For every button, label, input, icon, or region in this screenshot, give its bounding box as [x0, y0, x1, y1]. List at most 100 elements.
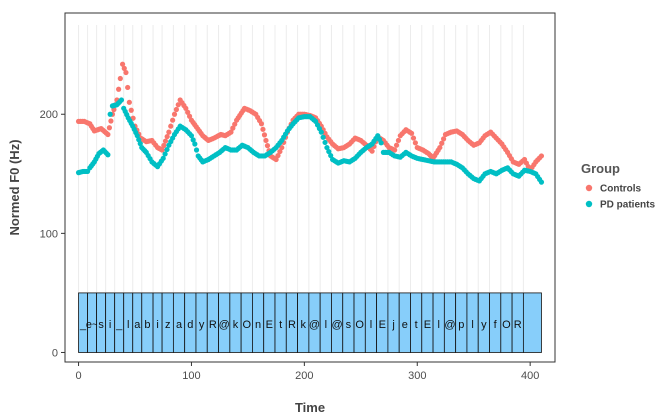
segment-label: t [415, 319, 418, 331]
segment-label: O [355, 319, 364, 331]
plot-border [64, 12, 556, 363]
pd-patients-point [318, 129, 324, 135]
y-axis-title: Normed F0 (Hz) [7, 139, 22, 235]
segment-label: @ [444, 319, 455, 331]
segment-label: l [437, 319, 439, 331]
segment-label: R [288, 319, 296, 331]
pd-patients-point [160, 155, 166, 161]
x-tick-label: 300 [408, 370, 426, 382]
controls-point [441, 136, 447, 142]
segment-label: l [325, 319, 327, 331]
segment-label: R [209, 319, 217, 331]
legend-key-controls [585, 184, 593, 192]
controls-point [439, 140, 445, 146]
pd-patients-point [134, 133, 140, 139]
controls-point [260, 126, 266, 132]
segment-label: f [494, 319, 498, 331]
pd-patients-point [326, 148, 332, 155]
pd-patients-point [328, 152, 334, 159]
segment-label: k [300, 319, 306, 331]
controls-point [273, 156, 279, 163]
segment-label: l [370, 319, 372, 331]
segment-label: O [242, 319, 251, 331]
segment-label: n [255, 319, 261, 331]
segment-label: b [144, 319, 150, 331]
segment-label: z [165, 319, 171, 331]
controls-point [161, 142, 167, 149]
pd-patients-point [136, 137, 142, 143]
controls-point [121, 65, 127, 71]
pd-patients-point [320, 134, 326, 140]
pd-patients-point [322, 139, 328, 146]
pd-patients-point [162, 151, 168, 157]
pd-patients-point [190, 137, 196, 143]
pd-patients-point [107, 111, 113, 117]
controls-point [412, 140, 418, 146]
y-tick-label: 0 [52, 347, 58, 359]
controls-point [263, 137, 269, 144]
controls-point [185, 109, 191, 115]
pd-patients-point [105, 152, 111, 158]
controls-point [116, 86, 122, 92]
segment-label: a [176, 319, 183, 331]
controls-point [230, 125, 236, 131]
pd-patients-point [538, 179, 545, 185]
segment-label: j [391, 319, 394, 331]
segment-label: i [156, 319, 158, 331]
controls-point [186, 113, 193, 119]
controls-point [392, 147, 398, 153]
controls-point [119, 61, 126, 67]
pd-patients-point [137, 141, 143, 147]
controls-point [258, 121, 265, 127]
segment-label: E [424, 319, 431, 331]
controls-point [232, 121, 238, 127]
segment-label: @ [309, 319, 320, 331]
controls-point [275, 152, 281, 159]
x-tick-label: 0 [75, 370, 81, 382]
x-tick-label: 100 [182, 370, 200, 382]
controls-point [393, 142, 400, 148]
controls-point [123, 69, 129, 76]
segment-label: s [98, 319, 104, 331]
controls-point [277, 148, 283, 155]
pd-patients-point [193, 147, 200, 153]
controls-point [117, 75, 123, 82]
x-tick-label: 400 [521, 370, 539, 382]
controls-point [395, 137, 402, 144]
controls-point [126, 99, 132, 105]
segment-label: @ [332, 319, 343, 331]
controls-point [166, 129, 172, 135]
legend-key-pd-patients [585, 200, 593, 208]
segment-label: E [379, 319, 386, 331]
controls-point [173, 106, 179, 113]
controls-point [410, 135, 417, 141]
segment-box [522, 292, 542, 353]
segment-label: R [514, 319, 522, 331]
controls-point [162, 138, 169, 144]
controls-point [261, 132, 268, 138]
legend: Group Controls PD patients [581, 161, 655, 211]
segment-label: E [266, 319, 273, 331]
segment-label: e [402, 319, 408, 331]
controls-point [409, 130, 415, 136]
segment-label: s [346, 319, 352, 331]
segment-label: y [199, 319, 205, 331]
segment-label: a [134, 319, 141, 331]
controls-point [170, 117, 176, 123]
controls-point [125, 84, 131, 91]
controls-point [128, 107, 134, 113]
segment-label: l [127, 319, 129, 331]
controls-point [164, 133, 170, 140]
pd-patients-point [188, 133, 195, 139]
controls-point [105, 131, 111, 138]
data-points [75, 61, 545, 185]
controls-point [183, 105, 189, 111]
controls-point [159, 147, 165, 153]
legend-title: Group [581, 161, 620, 176]
controls-point [279, 144, 285, 151]
controls-point [106, 125, 113, 131]
segment-label: e~ [86, 319, 99, 331]
x-axis-title: Time [295, 400, 325, 415]
